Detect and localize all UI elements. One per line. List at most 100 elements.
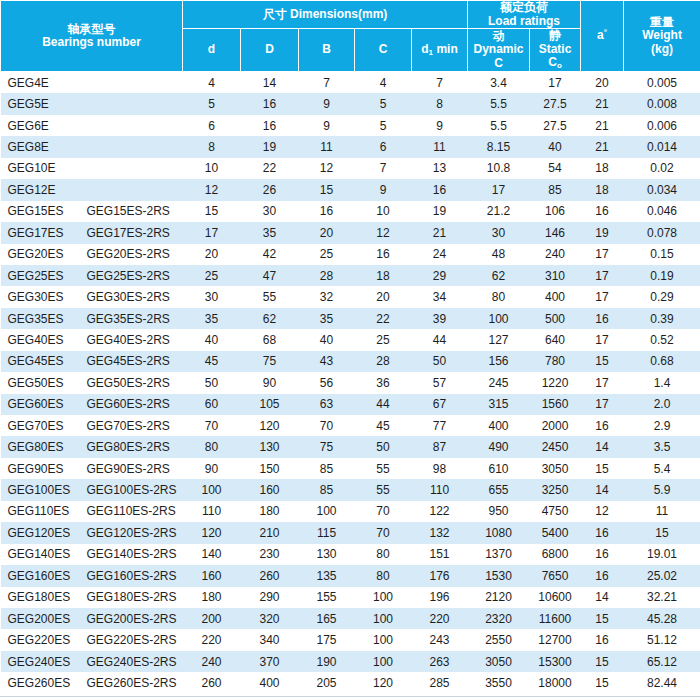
- value-cell: 15: [299, 179, 355, 200]
- value-cell: 17: [581, 394, 624, 415]
- value-cell: 4750: [530, 501, 581, 522]
- bearing-model-2rs: GEG260ES-2RS: [87, 676, 177, 690]
- bearing-number-cell: GEG200ESGEG200ES-2RS: [1, 608, 183, 629]
- value-cell: 122: [412, 501, 468, 522]
- value-cell: 490: [468, 436, 530, 457]
- table-row: GEG10E10221271310.854180.02: [1, 158, 700, 179]
- value-cell: 54: [530, 158, 581, 179]
- value-cell: 16: [581, 201, 624, 222]
- value-cell: 5.5: [468, 115, 530, 136]
- value-cell: 70: [299, 415, 355, 436]
- value-cell: 21: [581, 115, 624, 136]
- value-cell: 15: [581, 651, 624, 672]
- value-cell: 15: [581, 351, 624, 372]
- value-cell: 780: [530, 351, 581, 372]
- value-cell: 50: [355, 436, 412, 457]
- value-cell: 70: [355, 501, 412, 522]
- value-cell: 1530: [468, 565, 530, 586]
- bearings-table: 轴承型号 Bearings number 尺寸 Dimensions(mm) 额…: [0, 0, 700, 694]
- bearing-number-cell: GEG100ESGEG100ES-2RS: [1, 479, 183, 500]
- value-cell: 20: [183, 244, 241, 265]
- value-cell: 16: [241, 115, 299, 136]
- bearing-model-2rs: GEG20ES-2RS: [87, 247, 170, 261]
- value-cell: 16: [299, 201, 355, 222]
- value-cell: 263: [412, 651, 468, 672]
- value-cell: 55: [355, 479, 412, 500]
- value-cell: 9: [412, 115, 468, 136]
- value-cell: 196: [412, 587, 468, 608]
- value-cell: 9: [299, 93, 355, 114]
- header-load-ratings-group: 额定负荷 Load ratings: [468, 1, 581, 29]
- value-cell: 21: [412, 222, 468, 243]
- value-cell: 140: [183, 544, 241, 565]
- value-cell: 24: [412, 244, 468, 265]
- value-cell: 210: [241, 522, 299, 543]
- value-cell: 175: [299, 629, 355, 650]
- bearing-number-cell: GEG70ESGEG70ES-2RS: [1, 415, 183, 436]
- bearing-model-2rs: GEG70ES-2RS: [87, 419, 170, 433]
- value-cell: 60: [183, 394, 241, 415]
- value-cell: 16: [241, 93, 299, 114]
- value-cell: 2.0: [624, 394, 700, 415]
- table-row: GEG90ESGEG90ES-2RS901508555986103050155.…: [1, 458, 700, 479]
- value-cell: 0.02: [624, 158, 700, 179]
- bearing-number-cell: GEG8E: [1, 136, 183, 157]
- value-cell: 100: [183, 479, 241, 500]
- table-row: GEG6E6169595.527.5210.006: [1, 115, 700, 136]
- value-cell: 5.5: [468, 93, 530, 114]
- bearing-model-2rs: GEG200ES-2RS: [87, 612, 177, 626]
- header-col-D: D: [241, 29, 299, 72]
- value-cell: 80: [468, 286, 530, 307]
- value-cell: 80: [355, 544, 412, 565]
- value-cell: 8: [183, 136, 241, 157]
- value-cell: 3050: [530, 458, 581, 479]
- bearing-model: GEG40ES: [1, 333, 87, 347]
- bearing-model-2rs: GEG17ES-2RS: [87, 226, 170, 240]
- value-cell: 16: [355, 244, 412, 265]
- bearing-number-cell: GEG10E: [1, 158, 183, 179]
- value-cell: 156: [468, 351, 530, 372]
- value-cell: 68: [241, 329, 299, 350]
- value-cell: 47: [241, 265, 299, 286]
- value-cell: 11: [299, 136, 355, 157]
- value-cell: 243: [412, 629, 468, 650]
- table-row: GEG110ESGEG110ES-2RS11018010070122950475…: [1, 501, 700, 522]
- value-cell: 25: [183, 265, 241, 286]
- bearing-model: GEG8E: [1, 140, 87, 154]
- value-cell: 950: [468, 501, 530, 522]
- value-cell: 16: [581, 415, 624, 436]
- table-row: GEG260ESGEG260ES-2RS26040020512028535501…: [1, 672, 700, 693]
- value-cell: 290: [241, 587, 299, 608]
- value-cell: 400: [241, 672, 299, 693]
- bearing-number-cell: GEG50ESGEG50ES-2RS: [1, 372, 183, 393]
- bearing-model-2rs: GEG80ES-2RS: [87, 440, 170, 454]
- bearings-spec-page: 轴承型号 Bearings number 尺寸 Dimensions(mm) 额…: [0, 0, 700, 700]
- bearing-model: GEG120ES: [1, 526, 87, 540]
- value-cell: 67: [412, 394, 468, 415]
- value-cell: 120: [355, 672, 412, 693]
- bearing-number-cell: GEG260ESGEG260ES-2RS: [1, 672, 183, 693]
- value-cell: 30: [468, 222, 530, 243]
- value-cell: 21: [581, 136, 624, 157]
- value-cell: 22: [241, 158, 299, 179]
- table-row: GEG45ESGEG45ES-2RS4575432850156780150.68: [1, 351, 700, 372]
- value-cell: 1560: [530, 394, 581, 415]
- value-cell: 63: [299, 394, 355, 415]
- value-cell: 11: [624, 501, 700, 522]
- value-cell: 3.4: [468, 72, 530, 94]
- value-cell: 400: [530, 286, 581, 307]
- bearing-number-cell: GEG90ESGEG90ES-2RS: [1, 458, 183, 479]
- value-cell: 10600: [530, 587, 581, 608]
- value-cell: 45: [183, 351, 241, 372]
- value-cell: 16: [581, 629, 624, 650]
- bottom-divider: [0, 696, 700, 697]
- value-cell: 500: [530, 308, 581, 329]
- value-cell: 70: [183, 415, 241, 436]
- value-cell: 17: [581, 329, 624, 350]
- bearing-number-cell: GEG180ESGEG180ES-2RS: [1, 587, 183, 608]
- bearing-model: GEG220ES: [1, 633, 87, 647]
- value-cell: 55: [355, 458, 412, 479]
- value-cell: 165: [299, 608, 355, 629]
- value-cell: 65.12: [624, 651, 700, 672]
- value-cell: 20: [299, 222, 355, 243]
